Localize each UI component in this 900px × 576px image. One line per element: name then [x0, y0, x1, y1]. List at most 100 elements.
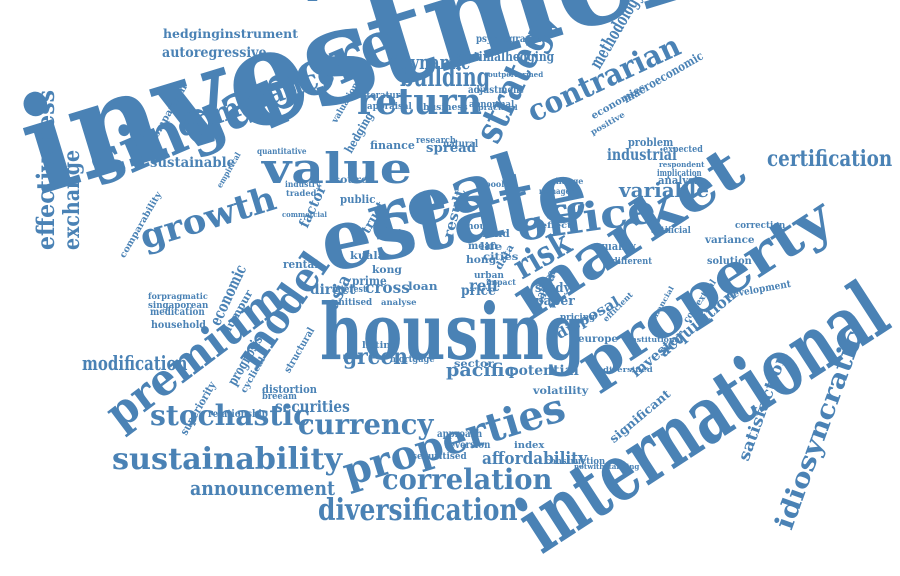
word-literature: literature	[360, 91, 406, 101]
word-spread: spread	[426, 141, 477, 156]
word-abnormal: abnormal	[469, 100, 515, 110]
word-forpragmatic: forpragmatic	[148, 291, 208, 301]
word-solution: solution	[707, 256, 752, 267]
word-correction: correction	[735, 221, 786, 231]
word-europe: europe	[578, 334, 618, 345]
word-volatility: volatility	[533, 386, 589, 397]
word-quantitative: quantitative	[257, 146, 307, 156]
word-house: house	[467, 222, 497, 232]
word-artificial: artificial	[651, 226, 691, 236]
word-implication: implication	[657, 169, 702, 179]
word-source: source	[334, 175, 375, 186]
word-housing: housing	[320, 287, 586, 378]
word-sustainable: sustainable	[150, 155, 236, 171]
word-green: green	[343, 344, 408, 370]
word-cross: cross	[365, 278, 410, 297]
word-dynamic: dynamic	[400, 50, 471, 74]
word-effect: effect	[541, 220, 572, 230]
word-affordability: affordability	[482, 449, 588, 469]
word-autoregressive: autoregressive	[162, 45, 267, 61]
word-variance: variance	[705, 235, 755, 246]
word-fund: fund	[482, 229, 510, 240]
word-breeam: breeam	[262, 392, 297, 402]
word-sustainability: sustainability	[112, 442, 343, 477]
word-pricing: pricing	[560, 313, 596, 323]
word-announcement: announcement	[190, 476, 335, 500]
word-rental: rental	[283, 258, 319, 271]
word-impact: impact	[486, 277, 516, 287]
word-construction: construction	[545, 457, 606, 467]
word-approach: approach	[437, 429, 483, 440]
word-study: study	[535, 281, 571, 296]
word-industry: industry	[285, 179, 321, 189]
word-household: household	[151, 320, 206, 331]
word-commercial: commercial	[282, 210, 328, 219]
word-manager: manager	[539, 186, 574, 196]
word-price: price	[461, 283, 496, 299]
word-industrial: industrial	[607, 145, 677, 164]
word-change: change	[551, 176, 584, 186]
word-notwithstanding: notwithstanding	[574, 462, 640, 471]
word-cities: cities	[483, 252, 519, 263]
word-quality: quality	[598, 240, 636, 253]
word-mortgage: mortgage	[390, 355, 435, 365]
word-medication: medication	[150, 307, 205, 318]
word-singaporean: singaporean	[148, 301, 209, 311]
word-appraisal: appraisal	[367, 102, 412, 112]
word-practical: practical	[478, 103, 518, 112]
word-securitised: securitised	[412, 452, 467, 462]
word-outperformed: outperformed	[488, 70, 544, 79]
word-urban: urban	[474, 271, 504, 281]
word-prime: prime	[352, 274, 387, 288]
word-value: value	[262, 144, 412, 193]
word-securities: securities	[275, 397, 350, 416]
word-institutional: institutional	[628, 335, 683, 344]
word-problem: problem	[628, 136, 674, 149]
word-adjustment: adjustment	[468, 85, 524, 96]
word-certification: certification	[767, 146, 893, 172]
word-relationship: relationship	[208, 409, 268, 420]
word-kong: kong	[372, 265, 402, 276]
word-building: building	[400, 63, 491, 93]
word-kuala: kuala	[350, 251, 385, 262]
word-effectiveness: effectiveness	[31, 89, 60, 250]
word-natural: natural	[443, 139, 479, 150]
word-exchange: exchange	[59, 149, 85, 250]
word-analysis: analysis	[658, 174, 704, 187]
word-finance: finance	[370, 139, 415, 152]
word-index: index	[514, 441, 545, 451]
word-reversion: reversion	[445, 440, 491, 451]
word-life: life	[480, 242, 503, 253]
word-psychographic: psychographic	[476, 34, 547, 45]
word-optimalhedging: optimalhedging	[459, 50, 555, 65]
word-loan: loan	[408, 280, 438, 293]
word-hedginginstrument: hedginginstrument	[163, 27, 298, 41]
word-research: research	[416, 136, 456, 146]
word-business: business	[423, 103, 468, 113]
word-sector: sector	[454, 359, 494, 370]
word-variable: variable	[619, 178, 709, 202]
word-return: return	[357, 81, 482, 123]
word-public: public	[340, 193, 376, 206]
word-traded: traded	[286, 188, 317, 198]
word-listing: listing	[362, 341, 398, 351]
word-pooled: pooled	[485, 179, 515, 189]
word-diversification: diversification	[318, 493, 518, 528]
word-potential: potential	[509, 363, 579, 379]
word-pacific: pacific	[446, 360, 517, 381]
word-respondent: respondent	[659, 160, 705, 169]
word-analyse: analyse	[381, 297, 417, 307]
word-paper: paper	[535, 294, 575, 309]
word-diversified: diversified	[603, 365, 653, 374]
word-hong: hong	[466, 255, 497, 266]
word-interest: interest	[332, 285, 367, 295]
word-different: different	[612, 257, 652, 267]
word-unitised: unitised	[332, 298, 373, 308]
word-modification: modification	[82, 351, 188, 375]
word-currency: currency	[298, 408, 434, 441]
word-mean: mean	[468, 241, 498, 252]
word-expected: expected	[663, 145, 703, 155]
word-correlation: correlation	[382, 463, 553, 496]
word-direct: direct	[310, 282, 356, 298]
